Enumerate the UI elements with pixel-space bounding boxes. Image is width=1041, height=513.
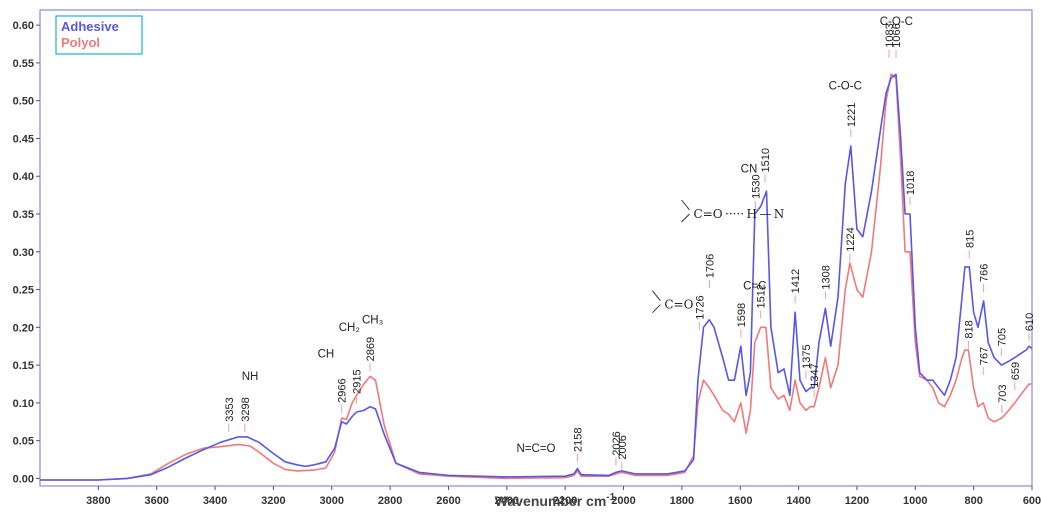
peak-label: 1308 (820, 265, 832, 289)
x-tick-label: 2800 (378, 495, 402, 507)
y-tick-label: 0.45 (13, 133, 34, 145)
peak-label: 2026 (611, 431, 623, 455)
peak-label: 1083 (884, 23, 896, 47)
group-label: CH₃ (362, 315, 384, 327)
y-tick-label: 0.30 (13, 247, 34, 259)
x-tick-label: 2200 (553, 495, 577, 507)
group-label: C=C (743, 281, 766, 293)
plot-border (39, 9, 1033, 487)
x-tick-label: 3600 (144, 495, 168, 507)
x-tick-label: 3400 (203, 495, 227, 507)
peak-label: 1347 (809, 363, 821, 387)
y-tick-label: 0.55 (13, 58, 34, 70)
x-tick-label: 2000 (611, 495, 635, 507)
x-axis-label: Wavenumber cm-1 (495, 492, 616, 509)
legend: Adhesive Polyol (55, 15, 143, 55)
x-tick-label: 1200 (845, 495, 869, 507)
peak-label: 610 (1024, 313, 1036, 331)
x-tick-label: 3000 (320, 495, 344, 507)
x-tick-label: 600 (1023, 495, 1041, 507)
x-tick-label: 1600 (728, 495, 752, 507)
chem-bond (651, 290, 661, 301)
y-tick-label: 0.05 (13, 436, 34, 448)
chem-bond (652, 304, 661, 314)
y-tick-label: 0.00 (13, 473, 34, 485)
y-axis: 0.00 0.05 0.10 0.15 0.20 0.25 0.30 0.35 0.40 0.45… (13, 20, 40, 485)
chem-structure-label: C=O (664, 298, 693, 312)
peak-label: 2966 (337, 378, 349, 402)
peak-label: 1412 (790, 269, 802, 293)
group-label: NH (242, 371, 259, 383)
peak-label: 2158 (572, 428, 584, 452)
y-tick-label: 0.10 (13, 398, 34, 410)
x-tick-label: 800 (964, 495, 982, 507)
peak-label: 1510 (760, 148, 772, 172)
legend-entry-polyol: Polyol (61, 35, 100, 50)
series-line-adhesive (40, 73, 1033, 481)
peak-label: 1598 (736, 303, 748, 327)
plot-frame (39, 9, 1033, 487)
peak-label: 766 (979, 264, 991, 282)
x-tick-label: 1400 (786, 495, 810, 507)
y-tick-label: 0.35 (13, 209, 34, 221)
peak-label: 3353 (224, 397, 236, 421)
peak-label: 2006 (617, 435, 629, 459)
peak-label: 767 (978, 347, 990, 365)
peak-label: 1224 (845, 227, 857, 251)
peak-label: 1375 (801, 344, 813, 368)
y-tick-label: 0.20 (13, 322, 34, 334)
peak-label: 1018 (905, 171, 917, 195)
chem-bond (681, 213, 690, 223)
peak-label: 1726 (694, 295, 706, 319)
peak-label: 1530 (750, 174, 762, 198)
y-tick-label: 0.40 (13, 171, 34, 183)
group-label: N=C=O (517, 443, 556, 455)
group-label: CH₂ (339, 322, 360, 334)
peak-label: 705 (996, 328, 1008, 346)
peak-label: 703 (997, 385, 1009, 403)
x-tick-label: 1000 (903, 495, 927, 507)
x-tick-label: 3800 (86, 495, 110, 507)
chem-structure-label: C=O ····· H — N (694, 207, 785, 221)
x-tick-label: 2400 (495, 495, 519, 507)
group-label: C-O-C (829, 80, 862, 92)
peak-label: 1066 (891, 23, 903, 47)
peak-label: 815 (964, 230, 976, 248)
peak-label: 818 (963, 320, 975, 338)
peak-label: 2869 (365, 337, 377, 361)
y-tick-label: 0.15 (13, 360, 34, 372)
peak-label: 2915 (352, 369, 364, 393)
group-label: C-O-C (880, 16, 913, 28)
chem-bond (681, 199, 690, 211)
peak-label: 1512 (756, 284, 768, 308)
y-tick-label: 0.60 (13, 20, 34, 32)
x-tick-label: 1800 (670, 495, 694, 507)
series-line-polyol (40, 73, 1032, 481)
group-label: CH (318, 349, 335, 361)
y-tick-label: 0.25 (13, 285, 34, 297)
x-tick-label: 3200 (261, 495, 285, 507)
peak-label: 1706 (704, 254, 716, 278)
y-tick-label: 0.50 (13, 96, 34, 108)
peak-label: 1221 (846, 103, 858, 127)
legend-entry-adhesive: Adhesive (61, 19, 119, 34)
group-label: CN (741, 163, 758, 175)
peak-label: 3298 (240, 397, 252, 421)
x-tick-label: 2600 (436, 495, 460, 507)
series-lines (40, 73, 1033, 481)
x-axis: 3800 3600 3400 3200 3000 2800 2600 2400 2200 2000… (86, 486, 1041, 507)
peak-label: 659 (1010, 362, 1022, 380)
